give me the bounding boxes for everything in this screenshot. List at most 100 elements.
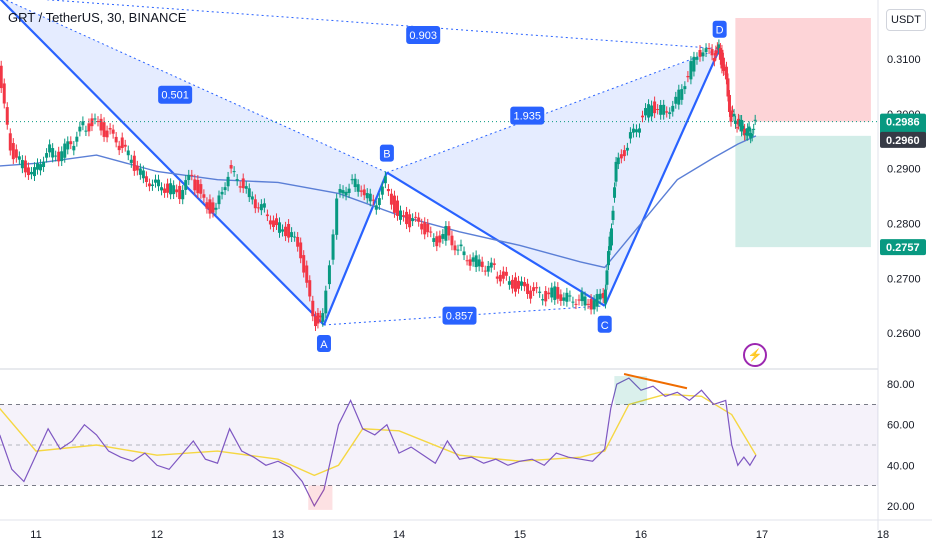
candle-body [223,187,227,191]
candle-body [208,199,212,214]
candle-body [444,226,448,241]
candle-body [311,300,315,317]
candle-body [105,130,109,138]
candle-body [293,236,297,238]
candle-body [72,145,76,151]
candle-body [577,299,581,301]
candle-body [477,259,481,267]
candle-body [717,44,721,50]
candle-body [438,235,442,243]
candle-body [513,277,517,292]
candle-body [26,167,30,176]
candle-body [752,128,756,130]
candle-body [202,194,206,198]
pattern-ratio-line [386,48,720,174]
candle-body [190,174,194,176]
candle-body [459,244,463,247]
candle-body [268,220,272,225]
candle-body [740,119,744,132]
flash-icon[interactable]: ⚡ [743,343,767,367]
currency-button[interactable]: USDT [886,9,926,31]
candle-body [538,291,542,293]
candle-body [734,120,738,124]
take-profit-zone [735,135,871,248]
candle-body [723,69,727,71]
candles-group [0,39,757,331]
candle-body [474,255,478,268]
candle-body [565,292,569,302]
pattern-point-label: B [383,149,390,161]
candle-body [603,289,607,304]
candle-body [595,294,599,307]
rsi-tick-label: 40.00 [887,460,915,472]
candle-body [637,128,641,133]
pattern-point-label-bg [316,334,331,352]
price-label-value: 0.2757 [886,242,920,254]
candle-body [87,123,91,132]
candle-body [647,104,651,118]
candle-body [532,287,536,292]
candle-body [344,191,348,196]
candle-body [60,151,64,162]
candle-body [181,190,185,200]
candle-body [619,154,623,159]
candle-body [399,210,403,220]
candle-body [17,156,21,160]
candle-body [523,282,527,287]
candle-body [395,200,399,216]
candle-body [377,198,381,206]
candle-body [150,184,154,186]
candle-body [308,280,312,297]
candle-body [114,136,118,143]
candle-body [193,179,197,191]
candle-body [710,49,714,56]
pattern-ratio-line [4,0,388,174]
candle-body [677,89,681,105]
candle-body [435,236,439,247]
candle-body [605,270,609,285]
ratio-label: 1.935 [513,111,541,123]
candle-body [169,183,173,195]
candle-body [81,121,85,126]
candle-body [747,126,751,132]
candle-body [305,265,309,283]
candle-body [746,128,750,136]
candle-body [383,176,387,184]
candle-body [644,108,648,116]
candle-body [592,300,596,310]
time-tick-label: 14 [393,529,405,541]
candle-body [172,185,176,195]
candle-body [281,229,285,232]
pattern-point-label-bg [597,315,612,333]
candle-body [492,263,496,265]
price-label-box [880,239,926,256]
candle-body [556,287,560,299]
candle-body [302,255,306,273]
divergence-line [623,373,688,390]
candle-body [296,236,300,247]
time-tick-label: 13 [272,529,284,541]
rsi-tick-label: 60.00 [887,420,915,432]
candle-body [720,49,724,69]
candle-body [507,281,511,285]
candle-body [544,290,548,302]
candle-body [750,133,754,137]
candle-body [547,292,551,295]
candle-body [144,176,148,183]
candle-body [614,161,618,182]
candle-body [318,315,322,318]
candle-body [662,104,666,115]
candle-body [495,276,499,279]
candle-body [741,125,745,131]
candle-body [11,143,15,160]
candle-body [160,187,164,191]
candle-body [441,234,445,239]
candle-body [689,61,693,80]
candle-body [574,303,578,305]
symbol-title: GRT / TetherUS, 30, BINANCE [8,10,187,25]
ratio-label-bg [442,306,477,325]
candle-body [316,312,320,324]
candle-body [483,270,487,272]
candle-body [665,111,669,113]
